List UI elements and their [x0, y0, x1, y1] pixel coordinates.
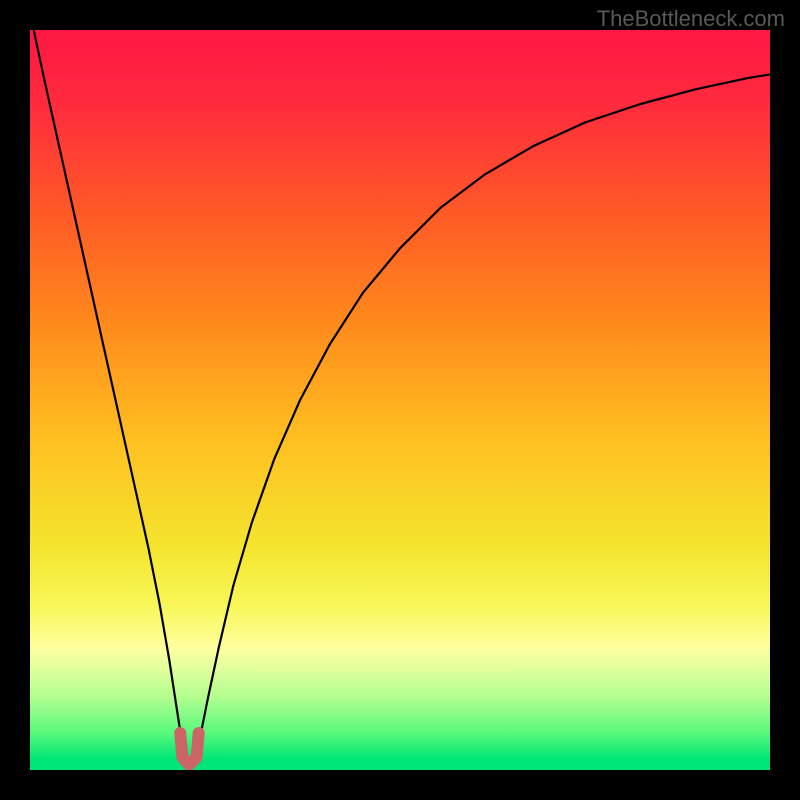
- watermark-label: TheBottleneck.com: [597, 6, 785, 32]
- gradient-background: [30, 30, 770, 770]
- plot-area: [30, 30, 770, 770]
- chart-stage: TheBottleneck.com: [0, 0, 800, 800]
